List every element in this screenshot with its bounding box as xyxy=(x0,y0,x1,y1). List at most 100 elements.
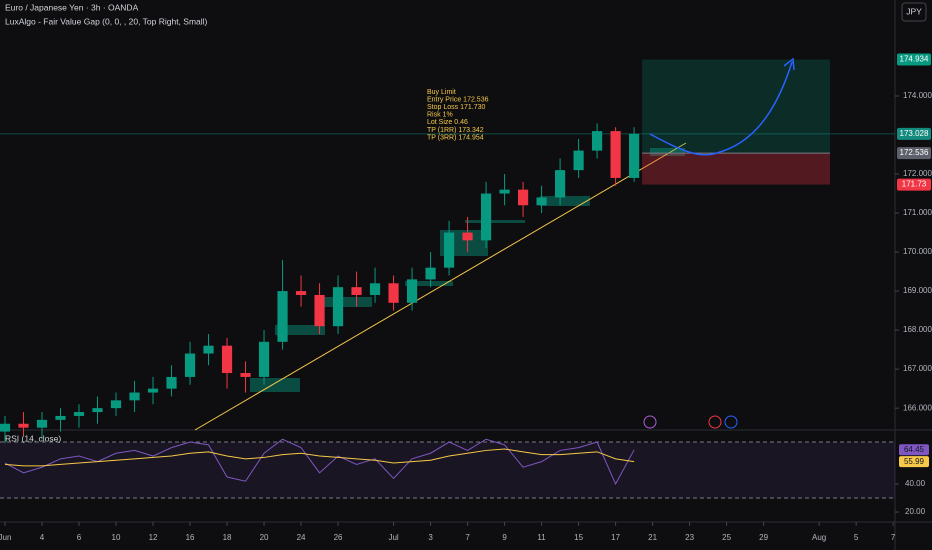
candle-body xyxy=(499,189,510,194)
candle-body xyxy=(425,267,436,280)
candle-body xyxy=(203,345,214,354)
x-tick-label: 5 xyxy=(854,533,859,542)
x-tick-label: 11 xyxy=(537,533,546,542)
x-tick-label: 26 xyxy=(334,533,343,542)
trade-note: Entry Price 172.536 xyxy=(427,96,489,103)
x-tick-label: 17 xyxy=(611,533,620,542)
x-tick-label: 15 xyxy=(574,533,583,542)
price-tag-label: 172.536 xyxy=(900,148,929,157)
y-tick-label: 169.000 xyxy=(903,286,932,295)
candle-body xyxy=(369,283,381,295)
candle-body xyxy=(110,400,122,409)
y-tick-label: 166.000 xyxy=(903,403,932,412)
rsi-tick-label: 20.00 xyxy=(905,507,926,516)
currency-button[interactable] xyxy=(901,2,927,22)
x-tick-label: 23 xyxy=(685,533,694,542)
candle-body xyxy=(73,412,85,416)
rsi-title: RSI (14, close) xyxy=(5,433,61,443)
candle-body xyxy=(314,294,325,327)
y-tick-label: 168.000 xyxy=(903,325,932,334)
x-tick-label: 25 xyxy=(722,533,731,542)
x-tick-label: 21 xyxy=(648,533,657,542)
rsi-ma-line xyxy=(4,448,635,467)
candle-body xyxy=(166,376,177,389)
y-tick-label: 174.000 xyxy=(903,91,932,100)
stop-zone xyxy=(642,153,830,185)
candle-body xyxy=(536,197,547,206)
candle-body xyxy=(0,423,11,432)
candle-body xyxy=(36,419,48,428)
price-tag xyxy=(897,127,931,140)
x-tick-label: 4 xyxy=(40,533,45,542)
candle-body xyxy=(388,283,399,303)
candle-body xyxy=(147,388,159,393)
candle-body xyxy=(573,150,584,171)
x-tick-label: 3 xyxy=(428,533,433,542)
trade-note: Buy Limit xyxy=(427,89,456,96)
x-tick-label: 18 xyxy=(223,533,232,542)
rsi-tick-label: 40.00 xyxy=(905,479,926,488)
rsi-tag xyxy=(899,456,929,468)
rsi-tag-label: 55.99 xyxy=(904,457,925,466)
candle-body xyxy=(92,408,103,413)
price-tag-label: 173.028 xyxy=(900,129,929,138)
candle-body xyxy=(184,353,196,377)
candle-body xyxy=(295,291,307,295)
price-tag xyxy=(897,178,931,191)
event-icons xyxy=(643,415,738,429)
trend-line xyxy=(194,142,687,431)
candle-body xyxy=(443,232,455,268)
rsi-tag-label: 64.45 xyxy=(904,445,925,454)
x-tick-label: 7 xyxy=(465,533,470,542)
candle-body xyxy=(221,345,233,374)
y-tick-label: 172.000 xyxy=(903,169,932,178)
candle-body xyxy=(277,291,288,342)
x-tick-label: 29 xyxy=(759,533,768,542)
rsi-band xyxy=(0,442,895,499)
trade-note: Lot Size 0.46 xyxy=(427,119,468,126)
y-tick-label: 167.000 xyxy=(903,364,932,373)
trade-note: TP (3RR) 174.954 xyxy=(427,134,484,141)
target-zone xyxy=(642,59,830,154)
currency-label: JPY xyxy=(906,6,922,16)
price-tag-label: 174.934 xyxy=(900,55,929,64)
x-tick-label: 10 xyxy=(112,533,121,542)
price-tag-label: 171.73 xyxy=(902,180,927,189)
y-tick-label: 170.000 xyxy=(903,247,932,256)
candle-body xyxy=(610,131,621,178)
rsi-tag xyxy=(899,444,929,456)
candle-body xyxy=(332,287,344,327)
x-tick-label: 6 xyxy=(77,533,82,542)
x-tick-label: 7 xyxy=(891,533,896,542)
candle-body xyxy=(55,415,66,420)
x-tick-label: 12 xyxy=(149,533,158,542)
candle-body xyxy=(517,189,529,206)
candle-body xyxy=(351,287,362,295)
candle-body xyxy=(129,392,140,401)
symbol-title: Euro / Japanese Yen · 3h · OANDA xyxy=(5,2,139,12)
x-tick-label: 24 xyxy=(297,533,306,542)
price-tag xyxy=(897,53,931,66)
trade-note: Stop Loss 171.730 xyxy=(427,104,485,111)
trade-note: Risk 1% xyxy=(427,112,453,119)
candle-body xyxy=(240,373,251,377)
candle-body xyxy=(406,279,418,303)
projection-curve xyxy=(649,61,793,156)
candle-body xyxy=(555,170,566,198)
x-tick-label: 16 xyxy=(186,533,195,542)
x-tick-label: 20 xyxy=(260,533,269,542)
rsi-line xyxy=(4,438,635,486)
candle-body xyxy=(258,341,270,377)
price-tag xyxy=(897,147,931,160)
x-tick-label: Jul xyxy=(388,533,398,542)
x-tick-label: Jun xyxy=(0,533,11,542)
trade-note: TP (1RR) 173.342 xyxy=(427,127,484,134)
projection-arrow xyxy=(783,57,795,71)
candle-body xyxy=(18,423,29,428)
x-tick-label: 9 xyxy=(502,533,507,542)
x-tick-label: Aug xyxy=(812,533,826,542)
y-tick-label: 171.000 xyxy=(903,208,932,217)
candle-body xyxy=(629,133,640,178)
